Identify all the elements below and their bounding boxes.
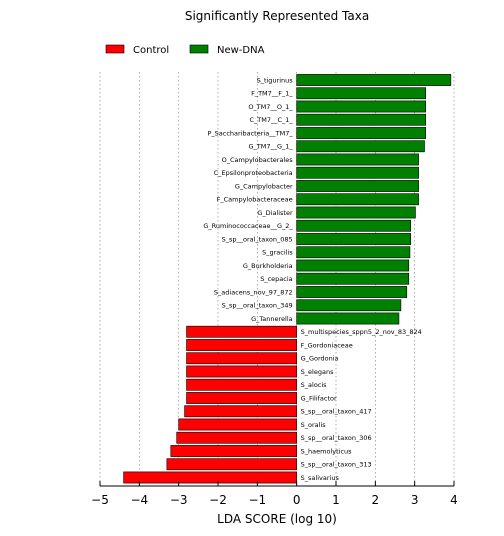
bar [296, 299, 402, 312]
x-axis: −5 −4 −3 −2 −1 0 1 2 3 4 [91, 481, 458, 507]
bar [186, 352, 297, 365]
bar [296, 272, 410, 285]
x-tick-label: 2 [372, 493, 380, 507]
bar-label: S_adiacens_nov_97_872 [214, 288, 293, 296]
x-tick-label: 4 [450, 493, 458, 507]
bar-label: S_alocis [301, 381, 328, 389]
bar-label: S_multispecies_sppn5_2_nov_83_824 [301, 328, 422, 336]
bar-label: O_TM7__O_1_ [248, 103, 293, 111]
bar-label: P_Saccharibacteria__TM7_ [207, 129, 293, 137]
bar-label: S_haemolyticus [301, 447, 352, 455]
bar [176, 431, 297, 444]
bar [296, 193, 419, 206]
x-tick-label: 1 [332, 493, 340, 507]
bar-labels: S_tigurinus F_TM7__F_1_ O_TM7__O_1_ C_TM7__… [203, 76, 422, 482]
bar-label: F_Gordoniaceae [301, 341, 353, 349]
bar-label: G_Gordonia [301, 355, 339, 363]
x-axis-label: LDA SCORE (log 10) [217, 512, 337, 526]
bar-label: S_oralis [301, 421, 327, 429]
bar [186, 378, 297, 391]
bar-label: G_Burkholderia [243, 262, 293, 270]
legend-swatch-control [105, 44, 125, 54]
legend-label-new-dna: New-DNA [217, 45, 265, 56]
bar-label: S_tigurinus [257, 76, 294, 84]
bar-label: G_Ruminococcaceae__G_2_ [203, 222, 293, 230]
bar [184, 405, 297, 418]
bar-label: C_TM7__C_1_ [249, 116, 293, 124]
bar-label: G_Dialister [257, 209, 293, 217]
bar [296, 113, 426, 126]
chart-title: Significantly Represented Taxa [185, 9, 369, 23]
bar [296, 286, 408, 298]
bar [296, 259, 410, 272]
bar [296, 140, 425, 153]
bar-label: O_Campylobacterales [222, 156, 294, 164]
bar [296, 166, 419, 179]
bar-label: G_TM7__G_1_ [248, 143, 293, 151]
bar [166, 458, 297, 471]
x-tick-label: 0 [293, 493, 301, 507]
bar [123, 471, 297, 484]
bar [186, 365, 297, 378]
bar [296, 312, 400, 325]
bar [186, 339, 297, 351]
bar [170, 445, 297, 457]
bar-label: G_Campylobacter [235, 182, 293, 190]
bar [296, 206, 416, 219]
bar [296, 127, 426, 139]
bar-label: S_sp__oral_taxon_349 [222, 302, 293, 310]
bar-label: G_Filifactor [301, 394, 337, 402]
bar-label: S_sp__oral_taxon_085 [222, 235, 293, 243]
bar [296, 246, 411, 259]
bar-label: S_elegans [301, 368, 334, 376]
bar [296, 153, 419, 166]
bar [186, 325, 297, 338]
x-tick-label: −2 [209, 493, 227, 507]
bar [296, 180, 419, 192]
x-tick-label: 3 [411, 493, 419, 507]
bar-label: F_Campylobacteraceae [217, 196, 293, 204]
legend-label-control: Control [133, 45, 169, 56]
legend: Control New-DNA [105, 44, 265, 56]
bar-label: S_salivarius [301, 474, 340, 482]
x-tick-label: −3 [170, 493, 188, 507]
bar [296, 74, 452, 86]
bar [296, 87, 426, 100]
bar-label: S_gracilis [262, 249, 293, 257]
x-tick-label: −4 [130, 493, 148, 507]
bar-label: C_Epsilonproteobacteria [214, 169, 293, 177]
bar [296, 100, 426, 113]
bars [123, 74, 452, 484]
bar-label: S_sp__oral_taxon_306 [301, 434, 372, 442]
bar [178, 418, 297, 431]
bar [296, 233, 412, 245]
bar-label: F_TM7__F_1_ [251, 90, 293, 98]
bar-label: S_cepacia [260, 275, 292, 283]
bar-label: S_sp__oral_taxon_313 [301, 461, 372, 469]
bar [296, 219, 412, 232]
bar [186, 392, 297, 404]
legend-swatch-new-dna [189, 44, 209, 54]
bar-label: S_sp__oral_taxon_417 [301, 408, 372, 416]
x-tick-label: −5 [91, 493, 109, 507]
bar-label: G_Tannerella [251, 315, 293, 323]
x-tick-label: −1 [248, 493, 266, 507]
